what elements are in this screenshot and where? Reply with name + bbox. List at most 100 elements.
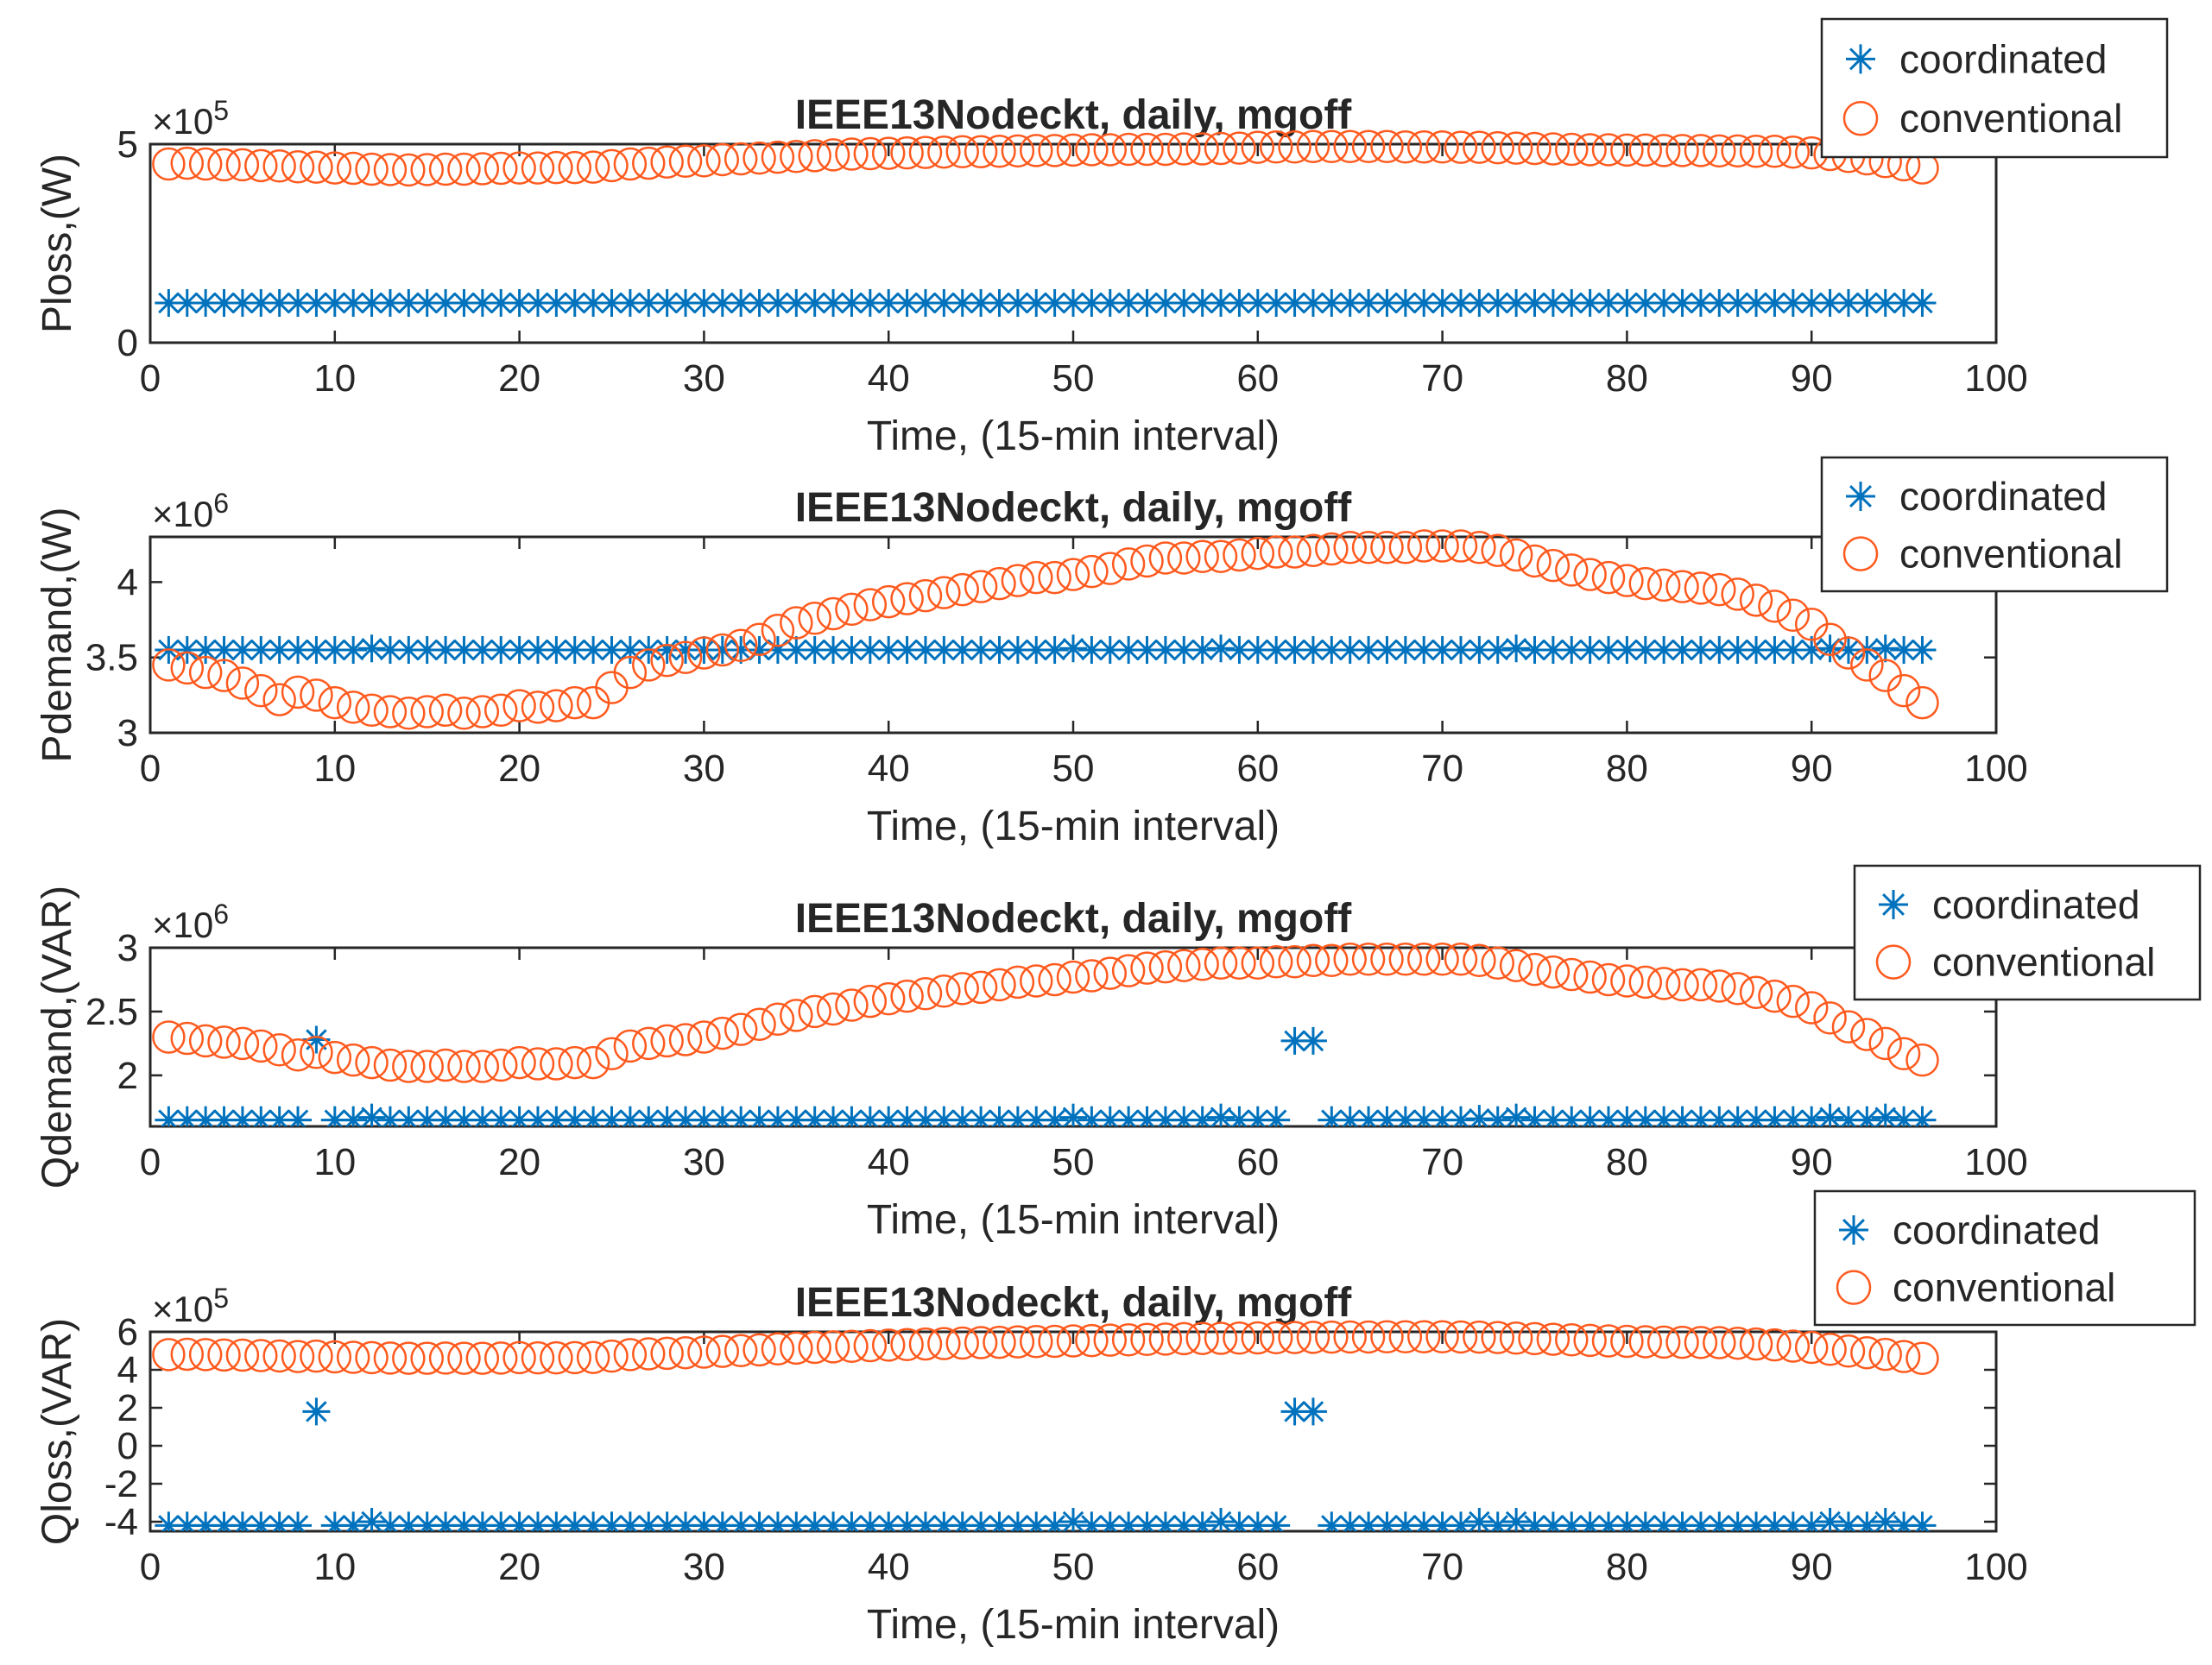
chart-panel-2: 0 10 20 30 40 50 60 70 80 90 100 3 3.5 4 ×106 IEEE13Nod…	[35, 456, 2169, 849]
data-point-coordinated	[837, 1511, 866, 1531]
data-point-conventional	[447, 697, 481, 730]
data-point-coordinated	[192, 1106, 220, 1126]
data-point-coordinated	[1558, 1106, 1586, 1126]
data-point-coordinated	[1816, 634, 1844, 663]
data-point-conventional	[1758, 590, 1792, 623]
data-point-conventional	[1739, 135, 1773, 168]
plot-area	[152, 943, 1939, 1126]
data-point-coordinated	[1151, 1106, 1179, 1126]
data-point-conventional	[1038, 1324, 1071, 1359]
data-point-conventional	[1388, 943, 1423, 976]
data-point-conventional	[428, 1341, 463, 1375]
data-point-coordinated	[635, 1511, 663, 1531]
data-point-conventional	[1721, 134, 1754, 168]
data-point-coordinated	[911, 289, 939, 317]
data-point-coordinated	[468, 289, 496, 317]
data-point-coordinated	[1299, 635, 1327, 664]
data-point-conventional	[225, 1338, 260, 1372]
x-tick-label: 80	[1606, 1546, 1648, 1588]
data-point-conventional	[1351, 1320, 1386, 1354]
data-point-conventional	[1425, 529, 1459, 563]
data-point-coordinated	[155, 1106, 183, 1126]
data-point-conventional	[1425, 943, 1459, 976]
data-point-coordinated	[893, 1511, 921, 1531]
x-tick-label: 60	[1236, 1141, 1279, 1183]
data-point-coordinated	[1096, 1511, 1124, 1531]
data-point-coordinated	[597, 1511, 626, 1531]
data-point-conventional	[1019, 560, 1053, 595]
data-point-conventional	[465, 152, 500, 186]
data-point-conventional	[336, 1340, 370, 1374]
x-tick-label: 0	[140, 357, 161, 400]
data-point-conventional	[724, 1012, 758, 1046]
data-point-coordinated	[487, 1106, 515, 1126]
data-point-conventional	[1646, 967, 1681, 1000]
x-axis-label: Time, (15-min interval)	[867, 413, 1280, 459]
data-point-coordinated	[228, 1511, 256, 1531]
data-point-conventional	[1758, 1328, 1792, 1362]
data-point-coordinated	[1539, 1511, 1567, 1531]
data-point-conventional	[428, 152, 463, 186]
data-point-conventional	[835, 988, 869, 1022]
data-point-conventional	[244, 673, 278, 708]
data-point-conventional	[576, 685, 610, 720]
data-point-conventional	[355, 693, 389, 728]
data-point-coordinated	[727, 635, 755, 664]
data-point-conventional	[1721, 577, 1754, 611]
data-point-conventional	[281, 675, 315, 710]
data-point-coordinated	[395, 1106, 423, 1126]
data-point-coordinated	[1890, 1106, 1918, 1126]
data-point-coordinated	[1318, 1106, 1346, 1126]
data-point-conventional	[761, 140, 795, 174]
data-point-coordinated	[450, 635, 478, 664]
data-point-conventional	[1905, 1341, 1939, 1376]
data-point-coordinated	[1446, 1511, 1475, 1531]
data-point-conventional	[650, 643, 684, 678]
data-point-coordinated	[1188, 1106, 1217, 1126]
x-tick-label: 100	[1964, 357, 2027, 400]
data-point-conventional	[1038, 134, 1071, 167]
data-point-coordinated	[1483, 1511, 1512, 1531]
x-tick-label: 0	[140, 747, 161, 790]
data-point-coordinated	[1686, 289, 1715, 317]
data-point-coordinated	[1595, 1106, 1623, 1126]
y-exponent-power: 5	[213, 1283, 229, 1314]
data-point-conventional	[1444, 529, 1478, 563]
data-point-conventional	[650, 145, 684, 179]
data-point-conventional	[521, 691, 555, 724]
legend-label-coordinated: coordinated	[1932, 882, 2139, 927]
data-point-coordinated	[468, 635, 496, 664]
data-point-conventional	[743, 141, 776, 175]
data-point-coordinated	[487, 635, 515, 664]
data-point-conventional	[1610, 564, 1644, 597]
x-tick-label: 40	[868, 1546, 910, 1588]
data-point-coordinated	[1115, 1511, 1143, 1531]
data-point-conventional	[1721, 972, 1754, 1006]
data-point-coordinated	[967, 635, 995, 664]
data-point-conventional	[300, 1035, 333, 1069]
data-point-coordinated	[1723, 1106, 1752, 1126]
data-point-coordinated	[1650, 635, 1678, 664]
data-point-coordinated	[228, 1106, 256, 1126]
data-point-conventional	[1665, 570, 1699, 603]
data-point-coordinated	[1040, 635, 1069, 664]
y-exponent-base: ×10	[152, 905, 213, 945]
data-point-conventional	[1499, 131, 1533, 165]
data-point-coordinated	[173, 1511, 201, 1531]
data-point-coordinated	[173, 289, 201, 317]
data-point-conventional	[576, 150, 610, 184]
data-point-conventional	[336, 1043, 370, 1077]
data-point-conventional	[1019, 964, 1053, 998]
data-point-coordinated	[653, 635, 681, 664]
data-point-conventional	[687, 144, 721, 178]
data-point-coordinated	[450, 1106, 478, 1126]
data-point-conventional	[871, 981, 906, 1016]
data-point-conventional	[890, 582, 924, 615]
data-point-coordinated	[727, 289, 755, 317]
data-point-conventional	[816, 1330, 850, 1364]
data-point-coordinated	[1595, 289, 1623, 317]
data-point-conventional	[835, 1329, 869, 1363]
data-point-conventional	[1703, 969, 1736, 1003]
data-point-conventional	[1536, 548, 1571, 583]
data-point-coordinated	[1151, 1511, 1179, 1531]
